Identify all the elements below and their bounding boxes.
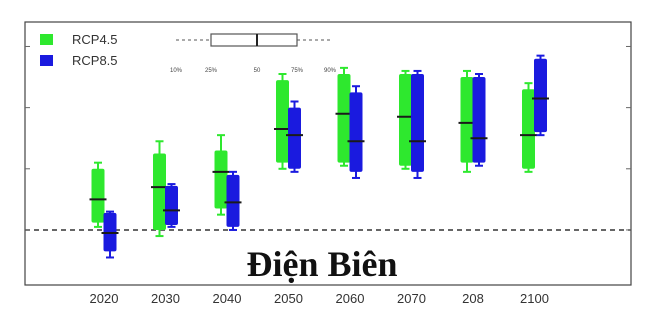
- box-rcp85: [472, 77, 486, 163]
- x-tick-label: 2030: [151, 291, 180, 306]
- legend-label: RCP4.5: [72, 32, 118, 47]
- box-rcp45: [460, 77, 474, 163]
- box-rcp45: [276, 80, 289, 163]
- box-rcp85: [226, 174, 240, 227]
- box-rcp45: [153, 153, 166, 230]
- quantile-label: 75%: [291, 68, 304, 74]
- x-tick-label: 2070: [397, 291, 426, 306]
- box-rcp85: [411, 73, 424, 172]
- box-rcp85: [349, 92, 363, 172]
- quantile-label: 10%: [170, 68, 183, 74]
- box-rcp45: [337, 73, 351, 163]
- legend-label: RCP8.5: [72, 53, 118, 68]
- x-tick-label: 2100: [520, 291, 549, 306]
- quantile-label: 90%: [324, 68, 337, 74]
- box-rcp45: [522, 89, 535, 169]
- key-box: [210, 33, 298, 47]
- x-tick-label: 2060: [336, 291, 365, 306]
- legend: RCP4.5 RCP8.5 10% 25% 50 75% 90%: [40, 32, 337, 74]
- box-series: [89, 54, 549, 259]
- box-rcp45: [399, 73, 412, 166]
- x-tick-label: 2020: [90, 291, 119, 306]
- box-rcp85: [165, 185, 178, 226]
- x-tick-label: 2050: [274, 291, 303, 306]
- y-axis-ticks: [25, 45, 631, 231]
- x-axis-tick-labels: 2020 2030 2040 2050 2060 2070 208 2100: [90, 291, 549, 306]
- box-rcp45: [214, 150, 228, 209]
- chart-title: Điện Biên: [246, 244, 397, 284]
- box-rcp85: [288, 107, 301, 169]
- quantile-label: 50: [254, 68, 261, 74]
- box-rcp85: [534, 58, 547, 133]
- x-tick-label: 208: [462, 291, 484, 306]
- quantile-label: 25%: [205, 68, 218, 74]
- box-rcp45: [91, 168, 105, 223]
- x-tick-label: 2040: [213, 291, 242, 306]
- legend-swatch: [40, 34, 53, 45]
- legend-swatch: [40, 55, 53, 66]
